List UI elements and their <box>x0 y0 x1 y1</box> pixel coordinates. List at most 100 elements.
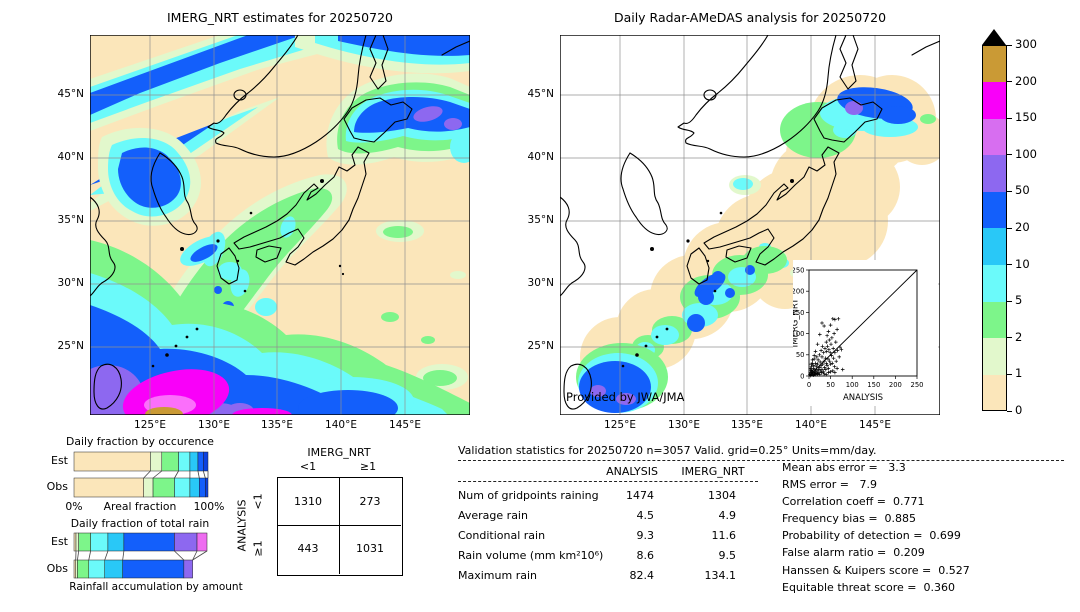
contingency-cell-miss: 443 <box>297 542 319 555</box>
colorbar-segment <box>982 301 1007 339</box>
svg-text:100: 100 <box>846 381 859 389</box>
validation-cell: Num of gridpoints raining <box>458 488 599 502</box>
colorbar-tick <box>1007 190 1012 192</box>
lon-tick-left: 135°E <box>261 419 293 431</box>
validation-cell: 4.5 <box>636 508 655 522</box>
validation-title: Validation statistics for 20250720 n=305… <box>458 444 877 457</box>
colorbar-segment <box>982 118 1007 156</box>
svg-text:150: 150 <box>867 381 880 389</box>
svg-text:200: 200 <box>889 381 902 389</box>
colorbar-segment <box>982 264 1007 302</box>
skill-score-line: RMS error = 7.9 <box>782 478 877 492</box>
lat-tick-left: 35°N <box>57 214 84 226</box>
occurrence-obs-label: Obs <box>46 480 68 493</box>
svg-text:0: 0 <box>800 372 804 380</box>
validation-row: Rain volume (mm km²10⁶) 8.6 9.5 <box>458 545 736 565</box>
lon-tick-right: 130°E <box>668 419 700 431</box>
colorbar-tick-label: 20 <box>1015 220 1030 234</box>
validation-cell: 9.3 <box>636 528 655 542</box>
lat-tick-right: 40°N <box>527 151 554 163</box>
skill-score-line: Equitable threat score = 0.360 <box>782 580 955 594</box>
colorbar-tick-label: 5 <box>1015 293 1023 308</box>
occurrence-est-label: Est <box>51 454 68 467</box>
contingency-row-label-ge1: ≥1 <box>251 540 265 557</box>
validation-cell: 1474 <box>626 488 654 502</box>
colorbar-tick-label: 10 <box>1015 256 1030 271</box>
validation-col-analysis: ANALYSIS <box>606 465 658 478</box>
validation-col-imerg: IMERG_NRT <box>681 465 745 478</box>
totalrain-obs-label: Obs <box>46 562 68 575</box>
svg-text:200: 200 <box>793 288 805 296</box>
imerg-map <box>90 35 470 415</box>
imerg-gridlines <box>90 35 470 415</box>
skill-score-list: Mean abs error = 3.3 RMS error = 7.9 Corre… <box>782 459 1072 596</box>
colorbar-segment <box>982 337 1007 375</box>
lat-tick-left: 40°N <box>57 151 84 163</box>
lat-tick-left: 45°N <box>57 88 84 100</box>
validation-cell: Maximum rain <box>458 568 537 582</box>
totalrain-caption: Rainfall accumulation by amount <box>69 581 243 593</box>
lon-tick-right: 125°E <box>604 419 636 431</box>
colorbar-segment <box>982 81 1007 119</box>
lon-tick-right: 135°E <box>731 419 763 431</box>
left-map-title: IMERG_NRT estimates for 20250720 <box>166 10 393 25</box>
svg-text:50: 50 <box>826 381 835 389</box>
contingency-cell-hits: 1031 <box>356 542 384 555</box>
imerg-rain-field <box>90 35 470 415</box>
validation-rows: Num of gridpoints raining 1474 1304 Average… <box>458 485 736 585</box>
svg-text:50: 50 <box>796 351 805 359</box>
validation-cell: 9.5 <box>718 548 737 562</box>
totalrain-flow-chart <box>73 532 208 579</box>
lat-tick-right: 25°N <box>527 340 554 352</box>
lat-tick-left: 30°N <box>57 277 84 289</box>
contingency-row-title: ANALYSIS <box>235 499 249 552</box>
scatter-ylabel: IMERG_NRT <box>793 298 801 348</box>
colorbar-segment <box>982 45 1007 83</box>
validation-row: Average rain 4.5 4.9 <box>458 505 736 525</box>
colorbar-tick <box>1007 154 1012 156</box>
contingency-table-hline <box>277 525 401 526</box>
svg-text:250: 250 <box>793 266 805 274</box>
validation-cell: 11.6 <box>711 528 737 542</box>
colorbar-tick-label: 100 <box>1015 146 1037 161</box>
svg-text:100: 100 <box>793 330 805 338</box>
occurrence-flow-chart <box>73 451 209 498</box>
totalrain-chart-title: Daily fraction of total rain <box>70 517 210 530</box>
contingency-col-title: IMERG_NRT <box>307 446 371 459</box>
colorbar-tick <box>1007 227 1012 229</box>
colorbar-segment <box>982 228 1007 266</box>
occurrence-axis-label: Areal fraction <box>103 500 177 513</box>
lat-tick-right: 35°N <box>527 214 554 226</box>
colorbar-tick-label: 2 <box>1015 329 1023 344</box>
right-map-title: Daily Radar-AMeDAS analysis for 20250720 <box>613 10 887 25</box>
colorbar-tick-label: 200 <box>1015 73 1037 88</box>
lat-tick-right: 45°N <box>527 88 554 100</box>
validation-cell: 8.6 <box>636 548 655 562</box>
scatter-inset: 00 50 50 100 100 150 150 200 200 250 250 ANALYSIS IM… <box>793 260 938 406</box>
colorbar-over-arrow <box>982 29 1006 45</box>
validation-cell: 1304 <box>708 488 736 502</box>
occurrence-chart-title: Daily fraction by occurence <box>66 435 214 448</box>
colorbar-tick-label: 0 <box>1015 403 1023 417</box>
svg-text:150: 150 <box>793 309 805 317</box>
lon-tick-left: 145°E <box>389 419 421 431</box>
totalrain-est-label: Est <box>51 535 68 548</box>
contingency-col-label-ge1: ≥1 <box>359 460 377 473</box>
divider-header <box>458 481 758 482</box>
contingency-row-label-lt1: <1 <box>251 493 265 510</box>
colorbar-tick <box>1007 117 1012 119</box>
colorbar-tick-label: 50 <box>1015 183 1030 198</box>
colorbar-tick <box>1007 373 1012 375</box>
contingency-cell-false: 273 <box>359 495 381 508</box>
validation-cell: 82.4 <box>629 568 655 582</box>
lon-tick-left: 140°E <box>325 419 357 431</box>
svg-text:0: 0 <box>807 381 811 389</box>
colorbar-tick-label: 1 <box>1015 366 1023 381</box>
colorbar-tick <box>1007 44 1012 46</box>
colorbar-tick <box>1007 410 1012 412</box>
contingency-col-label-lt1: <1 <box>299 460 317 473</box>
colorbar-tick <box>1007 300 1012 302</box>
lon-tick-right: 140°E <box>795 419 827 431</box>
skill-score-line: Correlation coeff = 0.771 <box>782 495 925 509</box>
